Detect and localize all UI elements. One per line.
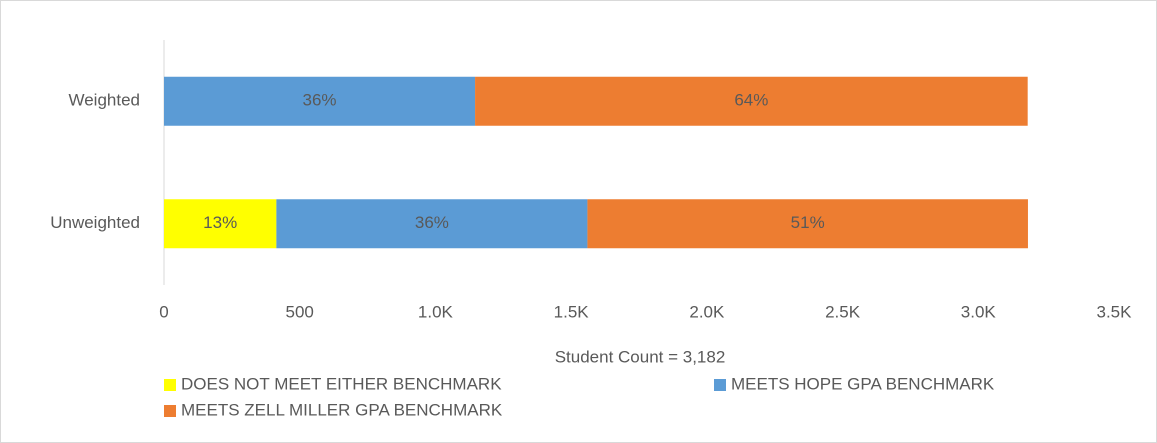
data-label: 36% xyxy=(303,91,337,110)
bar-segment xyxy=(164,76,476,126)
bar-segment xyxy=(587,199,1028,249)
legend-label: DOES NOT MEET EITHER BENCHMARK xyxy=(181,374,502,393)
data-label: 36% xyxy=(415,213,449,232)
x-tick-label: 3.0K xyxy=(961,302,997,321)
legend-label: MEETS ZELL MILLER GPA BENCHMARK xyxy=(181,400,503,419)
y-tick-label: Unweighted xyxy=(50,213,140,232)
x-axis-title: Student Count = 3,182 xyxy=(555,347,726,366)
x-tick-label: 1.0K xyxy=(418,302,454,321)
legend-swatch xyxy=(714,379,726,391)
x-tick-label: 0 xyxy=(159,302,168,321)
x-tick-label: 3.5K xyxy=(1097,302,1133,321)
legend-label: MEETS HOPE GPA BENCHMARK xyxy=(731,374,995,393)
y-tick-label: Weighted xyxy=(68,91,140,110)
bar-segment xyxy=(475,76,1028,126)
legend-swatch xyxy=(164,405,176,417)
bar-segment xyxy=(164,199,277,249)
data-label: 13% xyxy=(203,213,237,232)
x-tick-label: 2.0K xyxy=(689,302,725,321)
x-tick-label: 500 xyxy=(286,302,314,321)
x-tick-label: 1.5K xyxy=(554,302,590,321)
data-label: 64% xyxy=(734,91,768,110)
data-label: 51% xyxy=(791,213,825,232)
x-tick-label: 2.5K xyxy=(825,302,861,321)
legend-swatch xyxy=(164,379,176,391)
bar-segment xyxy=(276,199,588,249)
